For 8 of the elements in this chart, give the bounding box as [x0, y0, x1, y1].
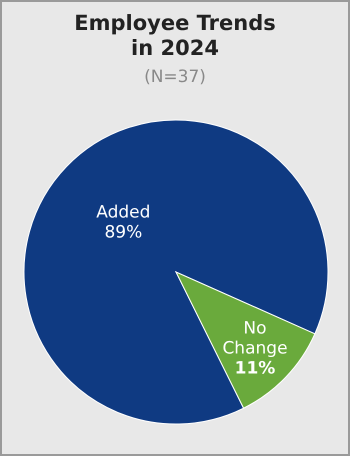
- pie-slice: [176, 272, 316, 409]
- chart-subtitle: (N=37): [144, 67, 206, 87]
- pie-slice: [24, 120, 328, 424]
- slice-label: Added: [96, 202, 150, 222]
- chart-title: Employee Trends in 2024: [74, 11, 276, 60]
- data-label: 11%: [234, 358, 276, 379]
- data-label: 89%: [104, 222, 142, 242]
- slice-label: No Change: [222, 318, 288, 359]
